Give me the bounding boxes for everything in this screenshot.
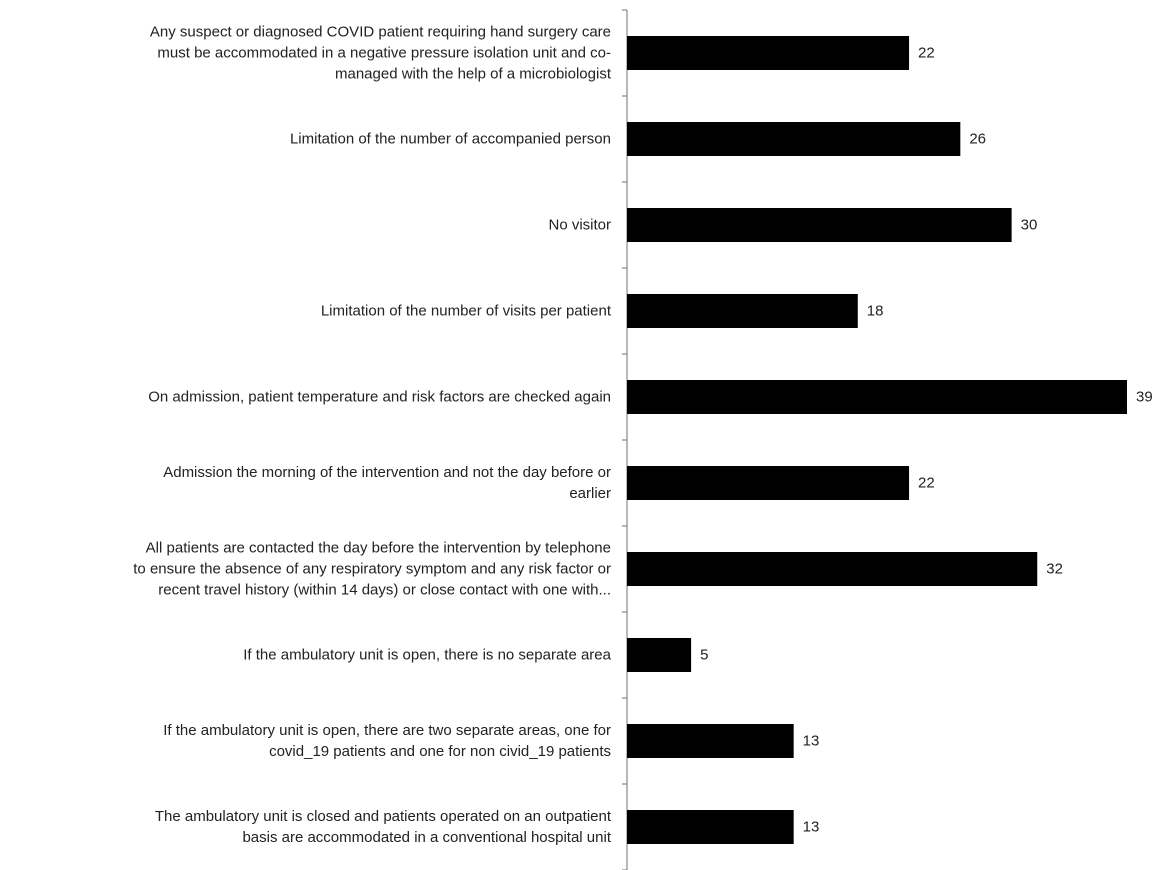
bar: [627, 552, 1038, 586]
bars-layer: [627, 36, 1127, 844]
data-label: 22: [918, 45, 935, 62]
data-label: 32: [1046, 561, 1063, 578]
data-label: 13: [803, 819, 820, 836]
bar: [627, 466, 910, 500]
bar: [627, 36, 910, 70]
bar: [627, 122, 961, 156]
category-label: If the ambulatory unit is open, there ar…: [163, 722, 611, 739]
category-label: The ambulatory unit is closed and patien…: [155, 808, 612, 825]
category-label: Admission the morning of the interventio…: [163, 464, 611, 481]
category-label: basis are accommodated in a conventional…: [242, 829, 611, 846]
data-label: 39: [1136, 389, 1153, 406]
category-label: Limitation of the number of accompanied …: [290, 131, 611, 148]
category-label: Any suspect or diagnosed COVID patient r…: [150, 24, 611, 41]
category-label: No visitor: [548, 217, 611, 234]
data-label: 30: [1021, 217, 1038, 234]
data-label: 22: [918, 475, 935, 492]
category-label: recent travel history (within 14 days) o…: [158, 582, 611, 599]
axis-layer: [622, 9, 628, 870]
category-label: Limitation of the number of visits per p…: [321, 303, 612, 320]
data-label: 26: [969, 131, 986, 148]
data-label: 18: [867, 303, 884, 320]
category-label: to ensure the absence of any respiratory…: [133, 561, 611, 578]
data-label: 13: [803, 733, 820, 750]
bar: [627, 724, 794, 758]
data-label: 5: [700, 647, 708, 664]
value-labels-layer: 22 26 30 18 39 22 32 5 13 13: [700, 45, 1153, 836]
category-label: All patients are contacted the day befor…: [146, 540, 611, 557]
category-labels-layer: Any suspect or diagnosed COVID patient r…: [133, 24, 612, 847]
category-label: If the ambulatory unit is open, there is…: [243, 647, 611, 664]
bar: [627, 380, 1127, 414]
bar: [627, 638, 692, 672]
category-label: On admission, patient temperature and ri…: [148, 389, 611, 406]
bar: [627, 208, 1012, 242]
category-label: earlier: [569, 485, 611, 502]
bar: [627, 810, 794, 844]
bar: [627, 294, 858, 328]
category-label: must be accommodated in a negative press…: [157, 45, 611, 62]
category-label: managed with the help of a microbiologis…: [335, 66, 612, 83]
category-label: covid_19 patients and one for non civid_…: [269, 743, 611, 760]
